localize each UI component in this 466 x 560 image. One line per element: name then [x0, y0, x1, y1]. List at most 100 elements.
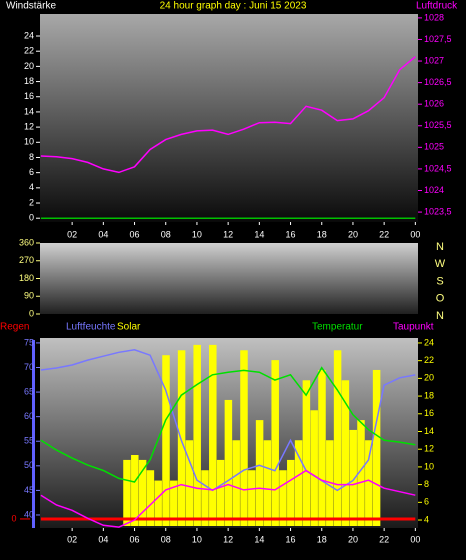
- direction-label: N: [436, 310, 444, 322]
- plot-bg: [40, 14, 418, 222]
- y2-axis-title: Luftdruck: [416, 1, 458, 12]
- y-axis-title: Windstärke: [6, 1, 56, 12]
- x-tick-label: 22: [379, 534, 389, 544]
- solar-bar: [287, 459, 295, 526]
- y2-tick-label: 1026: [424, 99, 444, 109]
- y2-tick-label: 14: [424, 426, 434, 436]
- solar-bar: [248, 470, 256, 526]
- solar-bar: [131, 454, 139, 526]
- solar-bar: [216, 459, 225, 526]
- plot-bg: [40, 243, 418, 314]
- y2-tick-label: 8: [424, 479, 429, 489]
- y-tick-label: 360: [19, 237, 34, 247]
- solar-bar: [310, 410, 318, 526]
- x-tick-label: 02: [67, 229, 77, 239]
- x-tick-label: 10: [192, 534, 202, 544]
- y2-tick-label: 16: [424, 408, 434, 418]
- y-tick-label: 70: [24, 362, 34, 372]
- solar-bar: [146, 470, 155, 526]
- solar-bar: [255, 420, 264, 526]
- y2-tick-label: 10: [424, 461, 434, 471]
- solar-bar: [232, 440, 240, 526]
- solar-bar: [201, 470, 209, 526]
- y-tick-label: 45: [24, 485, 34, 495]
- y-tick-label: 65: [24, 386, 34, 396]
- solar-bar: [357, 420, 365, 526]
- x-tick-label: 18: [317, 534, 327, 544]
- series-line: [40, 349, 416, 492]
- x-tick-label: 08: [161, 534, 171, 544]
- x-tick-label: 14: [254, 229, 264, 239]
- solar-bar: [193, 344, 201, 526]
- axis-bar: [32, 340, 35, 528]
- y2-tick-label: 18: [424, 390, 434, 400]
- solar-bar: [333, 350, 342, 526]
- y2-tick-label: 1027: [424, 55, 444, 65]
- y2-tick-label: 20: [424, 373, 434, 383]
- y-tick-label: 60: [24, 411, 34, 421]
- legend-entry: Regen: [0, 322, 29, 333]
- y-tick-label: 12: [24, 121, 34, 131]
- x-tick-label: 12: [223, 534, 233, 544]
- solar-bar: [185, 440, 194, 526]
- chart-title: 24 hour graph day : Juni 15 2023: [160, 1, 307, 12]
- y-tick-label: 6: [29, 167, 34, 177]
- y-tick-label: 18: [24, 76, 34, 86]
- y-tick-label: 14: [24, 106, 34, 116]
- direction-label: O: [436, 293, 445, 305]
- y-tick-label: 8: [29, 152, 34, 162]
- legend-entry: Solar: [117, 322, 141, 333]
- y-tick-label: 180: [19, 273, 34, 283]
- solar-bar: [209, 344, 217, 526]
- y-tick-label: 90: [24, 291, 34, 301]
- y2-tick-label: 1027,5: [424, 34, 452, 44]
- x-tick-label: 16: [286, 229, 296, 239]
- series-line: [40, 469, 416, 528]
- solar-bar: [365, 440, 373, 526]
- y-tick-label: 0: [29, 308, 34, 318]
- series-line: [40, 366, 416, 483]
- solar-bar: [341, 380, 350, 526]
- solar-bar: [177, 350, 186, 526]
- y-tick-label: 0: [29, 213, 34, 223]
- solar-bar: [240, 350, 248, 526]
- y2-tick-label: 12: [424, 444, 434, 454]
- solar-bar: [349, 429, 357, 526]
- y-tick-label: 16: [24, 91, 34, 101]
- x-tick-label: 22: [379, 229, 389, 239]
- x-tick-label: 20: [348, 534, 358, 544]
- solar-bar: [170, 480, 178, 526]
- solar-bar: [123, 459, 131, 526]
- legend-entry: Taupunkt: [393, 322, 434, 333]
- y-tick-label: 4: [29, 182, 34, 192]
- x-tick-label: 00: [410, 534, 420, 544]
- x-tick-label: 02: [67, 534, 77, 544]
- y-tick-label: 75: [24, 337, 34, 347]
- y-tick-label: 10: [24, 137, 34, 147]
- solar-bar: [294, 440, 303, 526]
- x-tick-label: 16: [286, 534, 296, 544]
- direction-label: S: [436, 275, 443, 287]
- series-line: [40, 56, 416, 174]
- y2-tick-label: 1024,5: [424, 163, 452, 173]
- x-tick-label: 04: [98, 229, 108, 239]
- solar-bar: [154, 480, 162, 526]
- y2-tick-label: 4: [424, 514, 429, 524]
- x-tick-label: 20: [348, 229, 358, 239]
- y-tick-label: 22: [24, 46, 34, 56]
- y2-tick-label: 1025,5: [424, 120, 452, 130]
- y2-tick-label: 22: [424, 355, 434, 365]
- y2-tick-label: 24: [424, 337, 434, 347]
- solar-bar: [263, 440, 272, 526]
- solar-bar: [372, 369, 381, 526]
- x-tick-label: 06: [130, 534, 140, 544]
- x-tick-label: 00: [410, 229, 420, 239]
- y2-tick-label: 1023,5: [424, 206, 452, 216]
- y2-tick-label: 1025: [424, 142, 444, 152]
- solar-bar: [302, 380, 311, 526]
- x-tick-label: 12: [223, 229, 233, 239]
- solar-bar: [318, 369, 326, 526]
- x-tick-label: 08: [161, 229, 171, 239]
- solar-bar: [138, 459, 147, 526]
